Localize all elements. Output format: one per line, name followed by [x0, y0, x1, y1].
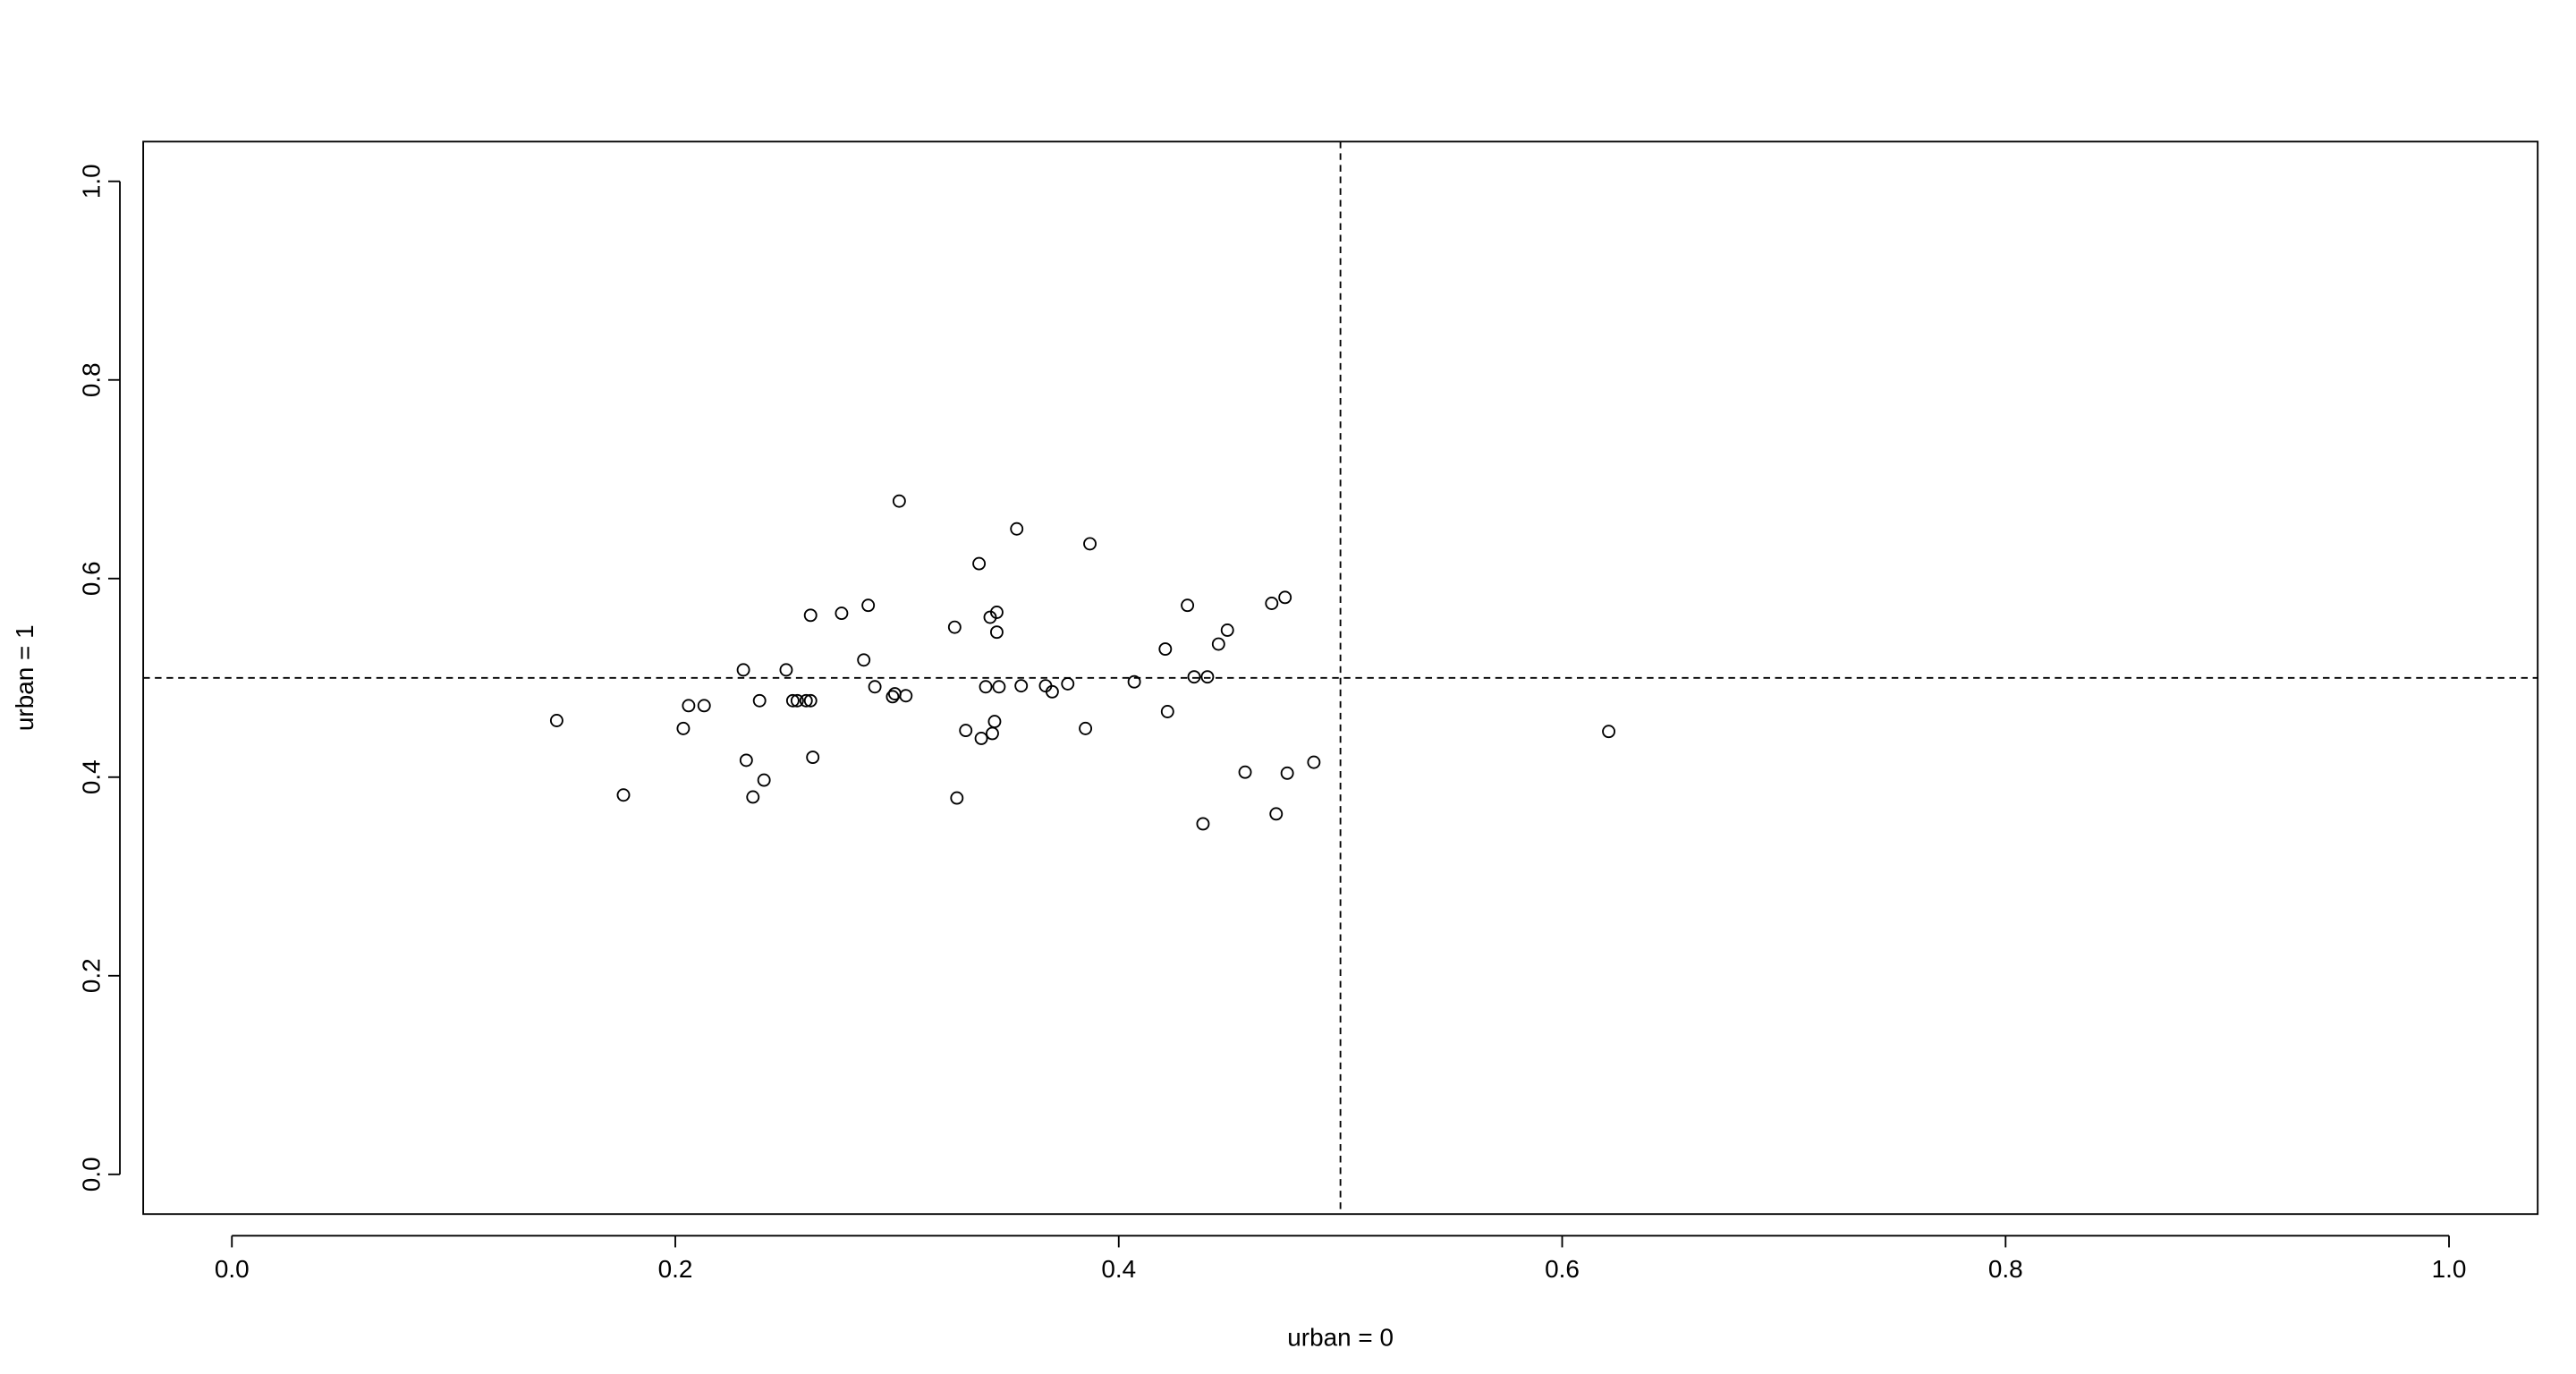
point [887, 687, 902, 700]
point [1211, 637, 1225, 651]
point [1196, 817, 1210, 831]
point [803, 693, 818, 708]
point [676, 721, 691, 735]
point [1200, 670, 1215, 684]
x-axis-title: urban = 0 [1287, 1323, 1394, 1351]
x-tick-label: 0.0 [215, 1255, 250, 1283]
point [1269, 807, 1284, 821]
point [1238, 765, 1252, 779]
point [1220, 623, 1234, 637]
point [892, 494, 906, 508]
point [1160, 705, 1174, 718]
point [682, 699, 696, 713]
point [1014, 679, 1029, 693]
y-tick-label: 0.6 [78, 561, 106, 596]
point [1181, 598, 1195, 613]
x-tick-label: 0.2 [658, 1255, 693, 1283]
point [790, 693, 804, 708]
point [1187, 670, 1201, 684]
point [992, 680, 1006, 694]
point [974, 732, 988, 745]
y-tick-label: 0.8 [78, 362, 106, 397]
point [757, 773, 771, 787]
y-tick-label: 0.2 [78, 958, 106, 993]
point [803, 608, 818, 623]
point [736, 663, 750, 677]
x-tick-label: 1.0 [2432, 1255, 2467, 1283]
x-tick-label: 0.6 [1545, 1255, 1580, 1283]
point [972, 556, 987, 571]
point [886, 690, 900, 704]
point [989, 606, 1004, 619]
y-axis-title: urban = 1 [11, 624, 38, 731]
point [835, 606, 849, 621]
y-tick-label: 0.4 [78, 759, 106, 794]
point [1158, 642, 1173, 657]
point [947, 620, 962, 634]
point [1083, 537, 1097, 551]
point [549, 714, 564, 727]
y-tick-label: 0.0 [78, 1157, 106, 1192]
point [779, 663, 793, 677]
point [987, 715, 1002, 729]
x-tick-label: 0.8 [1988, 1255, 2023, 1283]
point [857, 653, 871, 667]
point [1265, 597, 1279, 610]
point [1307, 755, 1321, 769]
point [1045, 684, 1059, 699]
point [806, 751, 820, 765]
point [785, 693, 800, 708]
point [979, 680, 993, 694]
point [1278, 590, 1292, 605]
point [899, 689, 913, 703]
point [1602, 725, 1616, 739]
point [868, 680, 882, 694]
point [616, 788, 631, 802]
point [746, 790, 760, 804]
point [1127, 674, 1141, 689]
point [1010, 522, 1024, 536]
y-tick-label: 1.0 [78, 164, 106, 199]
point [799, 693, 813, 708]
point [1061, 676, 1075, 691]
point [959, 724, 973, 738]
point [986, 726, 999, 741]
x-tick-label: 0.4 [1101, 1255, 1136, 1283]
point [739, 753, 753, 768]
point [697, 699, 711, 713]
point [752, 693, 767, 708]
point [989, 625, 1004, 640]
point [1280, 766, 1294, 780]
point [950, 791, 964, 805]
point [1079, 721, 1093, 735]
point [861, 598, 876, 613]
